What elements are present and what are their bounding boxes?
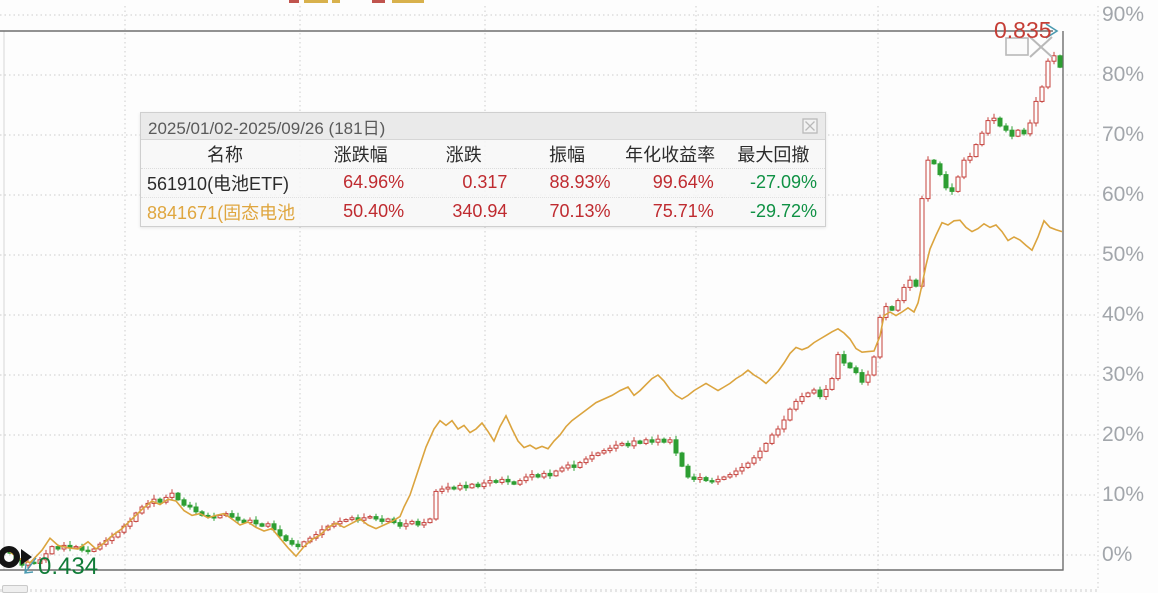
annotation-layer[interactable]	[24, 23, 1059, 574]
plot-frame	[0, 30, 1064, 571]
stats-value: 0.317	[412, 168, 516, 198]
line-series	[7, 219, 1063, 564]
low-arrowhead-icon	[24, 563, 34, 574]
stats-value: 50.40%	[343, 201, 405, 222]
cutoff-date-strip	[0, 589, 1100, 592]
low-annotation-label: 0.434	[38, 553, 99, 580]
security-name: 561910(电池ETF)	[141, 168, 309, 198]
stats-row: 8841671(固态电池 50.40% 340.94 70.13% 75.71% -29.…	[141, 197, 825, 226]
y-axis-label: 50%	[1102, 243, 1145, 266]
legend-fragment	[332, 0, 340, 3]
y-axis-label: 70%	[1102, 123, 1145, 146]
grid-layer	[0, 6, 1099, 590]
high-annotation-label: 0.835	[994, 17, 1052, 43]
stats-table: 名称 涨跌幅 涨跌 振幅 年化收益率 最大回撤 561910(电池ETF) 64.96% 0.…	[141, 140, 825, 226]
security-name: 8841671(固态电池	[147, 202, 296, 223]
stats-panel[interactable]: 2025/01/02-2025/09/26 (181日) 名称 涨跌幅 涨跌 振幅 年化…	[140, 112, 826, 227]
stats-value: 70.13%	[549, 201, 611, 222]
delete-x-icon	[1029, 36, 1053, 58]
legend-fragment	[304, 0, 328, 3]
stats-value: 75.71%	[652, 201, 714, 222]
stats-col-header: 年化收益率	[618, 140, 722, 169]
legend-fragment	[392, 0, 424, 3]
stats-value: -27.09%	[721, 168, 825, 198]
stats-value: 64.96%	[309, 168, 413, 198]
stats-col-header: 振幅	[515, 140, 619, 169]
y-axis-label: 60%	[1102, 183, 1145, 206]
date-range-title: 2025/01/02-2025/09/26 (181日)	[148, 118, 386, 138]
y-axis-label: 10%	[1102, 483, 1145, 506]
top-arrowhead-icon	[1045, 23, 1059, 39]
stats-col-header: 涨跌幅	[309, 140, 413, 169]
selection-handle	[1005, 37, 1029, 56]
stats-value: 99.64%	[618, 168, 722, 198]
legend-fragment	[289, 0, 299, 3]
y-axis-label: 20%	[1102, 423, 1145, 446]
y-axis-label: 80%	[1102, 63, 1145, 86]
stats-row: 561910(电池ETF) 64.96% 0.317 88.93% 99.64% -27.…	[141, 168, 825, 198]
stats-col-header: 涨跌	[412, 140, 516, 169]
stats-value: -29.72%	[749, 201, 817, 222]
legend-fragment	[372, 0, 385, 3]
y-axis-label: 0%	[1102, 543, 1133, 566]
y-axis-label: 40%	[1102, 303, 1145, 326]
y-axis-label: 30%	[1102, 363, 1145, 386]
stats-value: 340.94	[452, 201, 508, 222]
stats-header-row: 名称 涨跌幅 涨跌 振幅 年化收益率 最大回撤	[141, 140, 825, 169]
anchor-marker-arrow-icon[interactable]	[21, 549, 32, 565]
anchor-marker-ring[interactable]	[0, 546, 20, 568]
y-axis-label: 90%	[1102, 3, 1145, 26]
stats-panel-titlebar[interactable]: 2025/01/02-2025/09/26 (181日)	[141, 113, 825, 140]
stats-col-header: 名称	[141, 140, 309, 169]
close-icon[interactable]	[802, 118, 818, 134]
stats-col-header: 最大回撤	[721, 140, 825, 169]
stats-value: 88.93%	[515, 168, 619, 198]
bottom-left-box	[2, 585, 28, 593]
